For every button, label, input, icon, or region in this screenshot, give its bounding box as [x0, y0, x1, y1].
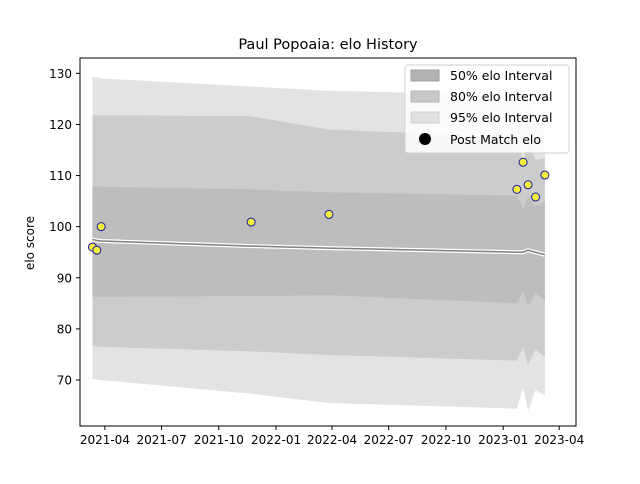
plot-frame [79, 57, 577, 427]
post-match-point-4 [324, 209, 334, 219]
legend-label-points: Post Match elo [450, 132, 541, 147]
mean-elo-line [91, 237, 546, 257]
legend: 50% elo Interval 80% elo Interval 95% el… [404, 64, 570, 154]
x-tick-label-3: 2022-01 [251, 433, 301, 447]
y-tick-label-2: 90 [57, 271, 72, 285]
legend-label-95: 95% elo Interval [450, 110, 552, 125]
legend-label-80: 80% elo Interval [450, 89, 552, 104]
legend-label-50: 50% elo Interval [450, 68, 552, 83]
x-tick-label-8: 2023-04 [534, 433, 584, 447]
legend-swatch-50 [410, 69, 440, 82]
x-axis-ticks: 2021-04 2021-07 2021-10 2022-01 2022-04 2022-… [80, 426, 584, 447]
chart-title: Paul Popoaia: elo History [238, 37, 418, 53]
y-tick-label-1: 80 [57, 322, 72, 336]
interval-bands [92, 76, 545, 411]
x-tick-label-4: 2022-04 [307, 433, 357, 447]
post-match-point-6 [518, 157, 528, 167]
y-axis-ticks: 70 80 90 100 110 120 130 [49, 67, 80, 388]
mean-line [92, 238, 546, 256]
x-tick-label-7: 2023-01 [478, 433, 528, 447]
legend-swatch-95 [410, 111, 440, 124]
y-tick-label-5: 120 [49, 118, 72, 132]
x-tick-label-5: 2022-07 [364, 433, 414, 447]
y-tick-label-0: 70 [57, 374, 72, 388]
post-match-point-2 [96, 222, 106, 232]
post-match-point-3 [246, 217, 256, 227]
post-match-point-5 [512, 184, 522, 194]
x-tick-label-2: 2021-10 [194, 433, 244, 447]
post-match-point-9 [540, 170, 550, 180]
x-tick-label-6: 2022-10 [421, 433, 471, 447]
x-tick-label-0: 2021-04 [80, 433, 130, 447]
x-tick-label-1: 2021-07 [136, 433, 186, 447]
legend-marker-points [419, 133, 431, 145]
post-match-point-7 [523, 180, 533, 190]
post-match-points [87, 157, 550, 255]
legend-swatch-80 [410, 90, 440, 103]
legend-box [404, 64, 570, 154]
y-tick-label-4: 110 [49, 169, 72, 183]
y-tick-label-3: 100 [49, 220, 72, 234]
y-tick-label-6: 130 [49, 67, 72, 81]
post-match-point-8 [531, 192, 541, 202]
y-axis-label: elo score [23, 216, 37, 270]
post-match-point-1 [92, 245, 102, 255]
